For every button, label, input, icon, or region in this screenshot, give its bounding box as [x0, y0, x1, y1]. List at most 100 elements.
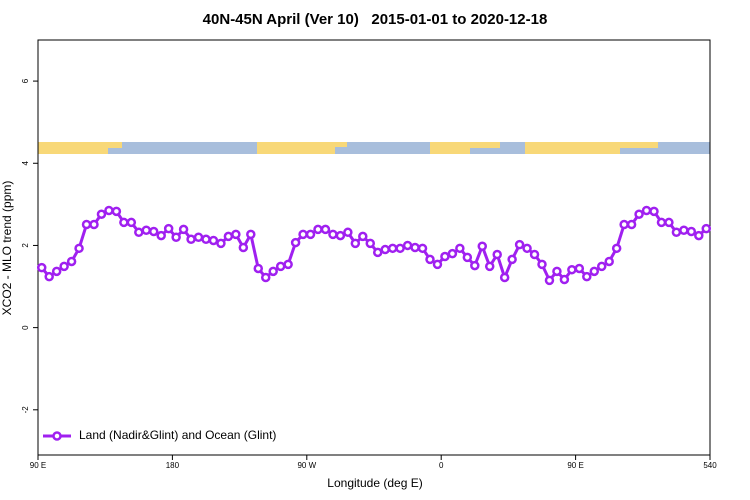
x-tick-label: 90 E [30, 461, 46, 470]
data-point [440, 251, 450, 262]
data-point [574, 263, 585, 274]
data-point [522, 243, 532, 254]
data-point [238, 242, 249, 253]
data-point [163, 223, 174, 234]
data-point [223, 231, 234, 242]
land-ocean-strip [38, 142, 710, 154]
data-point [51, 266, 62, 277]
data-point [126, 217, 137, 228]
data-point [544, 275, 555, 286]
data-point [626, 219, 637, 230]
data-point [694, 230, 704, 241]
data-point [462, 252, 473, 263]
chart-title: 40N-45N April (Ver 10) 2015-01-01 to 202… [203, 11, 548, 28]
y-tick-label: 6 [21, 78, 30, 83]
data-point [74, 243, 84, 254]
data-point [589, 266, 600, 277]
data-point [537, 259, 547, 270]
data-point [455, 243, 465, 254]
x-axis-label: Longitude (deg E) [327, 476, 422, 490]
data-point [350, 238, 361, 249]
x-tick-label: 180 [166, 461, 180, 470]
data-point [148, 226, 159, 237]
data-point [89, 219, 99, 230]
data-point [313, 224, 323, 235]
data-point [529, 249, 540, 260]
data-point [425, 254, 435, 265]
data-point [387, 243, 398, 254]
data-point [178, 224, 189, 235]
x-tick-label: 540 [703, 461, 717, 470]
data-point [671, 227, 682, 238]
data-point [305, 229, 316, 240]
data-point [395, 243, 405, 254]
data-point [559, 274, 570, 285]
data-point [649, 206, 659, 217]
data-point [484, 261, 495, 272]
data-point [380, 244, 390, 255]
data-point [186, 234, 196, 245]
data-point [492, 249, 502, 260]
data-point [36, 262, 47, 273]
data-point [44, 271, 54, 282]
data-point [372, 247, 383, 258]
data-point [283, 259, 293, 270]
data-point [134, 227, 144, 238]
data-point [66, 256, 77, 267]
data-point [477, 241, 488, 252]
data-point [328, 229, 338, 240]
data-point [104, 205, 114, 216]
data-point [611, 243, 622, 254]
data-point [447, 248, 458, 259]
data-point [552, 266, 562, 277]
data-point [156, 230, 166, 241]
data-point [290, 237, 301, 248]
data-point [619, 219, 629, 230]
y-tick-label: 2 [21, 243, 30, 248]
x-tick-label: 0 [439, 461, 444, 470]
data-point [141, 225, 152, 235]
data-point [604, 256, 614, 267]
data-point [679, 225, 689, 235]
data-point [246, 229, 256, 240]
data-point [201, 234, 211, 245]
data-point [275, 261, 286, 272]
data-point [402, 240, 413, 251]
data-point [417, 243, 428, 254]
y-tick-label: 4 [21, 160, 30, 165]
data-point [365, 238, 376, 249]
data-point [253, 263, 264, 274]
data-point [641, 205, 652, 216]
legend-label: Land (Nadir&Glint) and Ocean (Glint) [79, 428, 276, 442]
data-point [432, 259, 443, 270]
data-point [567, 264, 577, 275]
y-tick-label: 0 [21, 325, 30, 330]
data-point [231, 229, 241, 240]
data-point [634, 209, 644, 219]
data-point [260, 272, 271, 283]
data-point [335, 230, 346, 241]
data-point [111, 206, 122, 217]
data-point [216, 238, 226, 249]
data-point [596, 261, 607, 272]
data-point [701, 223, 712, 234]
data-point [470, 260, 480, 271]
data-point [664, 217, 674, 228]
x-tick-label: 90 E [567, 461, 583, 470]
data-point [358, 231, 368, 242]
data-point [507, 254, 517, 265]
y-axis-label: XCO2 - MLO trend (ppm) [0, 181, 14, 316]
data-point [656, 217, 667, 228]
data-point [171, 232, 181, 242]
data-point [119, 217, 129, 228]
x-tick-label: 90 W [297, 461, 316, 470]
data-point [514, 239, 525, 250]
data-point [410, 242, 420, 253]
data-point [193, 232, 204, 242]
data-point [268, 266, 278, 277]
data-point [81, 219, 92, 230]
data-point [298, 229, 308, 240]
plot-frame [37, 39, 711, 456]
legend-marker [52, 431, 62, 441]
